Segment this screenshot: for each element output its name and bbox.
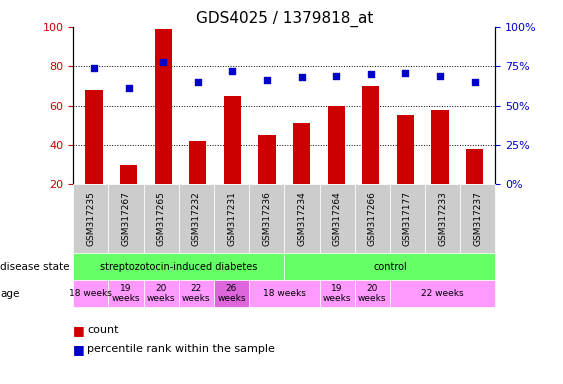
Point [90, 65, 99, 71]
Text: 19
weeks: 19 weeks [111, 284, 140, 303]
Text: count: count [87, 325, 119, 335]
Point [262, 77, 271, 83]
Text: GSM317232: GSM317232 [192, 192, 201, 246]
Point [367, 71, 376, 77]
Title: GDS4025 / 1379818_at: GDS4025 / 1379818_at [195, 11, 373, 27]
Text: control: control [373, 262, 406, 272]
Bar [86, 90, 102, 184]
Text: disease state: disease state [0, 262, 69, 272]
Text: 18 weeks: 18 weeks [69, 289, 112, 298]
Text: 20
weeks: 20 weeks [147, 284, 176, 303]
Bar [362, 86, 379, 184]
Text: GSM317264: GSM317264 [333, 192, 342, 246]
Point [332, 73, 341, 79]
Text: 22
weeks: 22 weeks [182, 284, 211, 303]
Text: 22 weeks: 22 weeks [421, 289, 464, 298]
Text: percentile rank within the sample: percentile rank within the sample [87, 344, 275, 354]
Point [193, 79, 202, 85]
Text: GSM317233: GSM317233 [438, 192, 447, 246]
Text: GSM317236: GSM317236 [262, 192, 271, 246]
Text: 20
weeks: 20 weeks [358, 284, 387, 303]
Text: ■: ■ [73, 324, 85, 337]
Text: GSM317234: GSM317234 [297, 192, 306, 246]
Bar [120, 165, 137, 184]
Bar [154, 29, 172, 184]
Point [297, 74, 306, 80]
Text: GSM317231: GSM317231 [227, 192, 236, 246]
Text: age: age [0, 289, 19, 299]
Text: 19
weeks: 19 weeks [323, 284, 351, 303]
Text: GSM317177: GSM317177 [403, 191, 412, 247]
Bar [258, 135, 276, 184]
Bar [293, 123, 310, 184]
Point [124, 85, 133, 91]
Text: GSM317266: GSM317266 [368, 192, 377, 246]
Bar [328, 106, 345, 184]
Text: streptozotocin-induced diabetes: streptozotocin-induced diabetes [100, 262, 257, 272]
Bar [397, 116, 414, 184]
Bar [431, 109, 449, 184]
Bar [466, 149, 483, 184]
Point [470, 79, 479, 85]
Text: GSM317267: GSM317267 [122, 192, 131, 246]
Bar [189, 141, 207, 184]
Text: GSM317265: GSM317265 [157, 192, 166, 246]
Text: ■: ■ [73, 343, 85, 356]
Point [401, 70, 410, 76]
Bar [224, 96, 241, 184]
Text: 26
weeks: 26 weeks [217, 284, 246, 303]
Point [436, 73, 445, 79]
Point [228, 68, 237, 74]
Text: GSM317237: GSM317237 [473, 192, 482, 246]
Text: 18 weeks: 18 weeks [263, 289, 306, 298]
Text: GSM317235: GSM317235 [86, 192, 95, 246]
Point [159, 58, 168, 65]
